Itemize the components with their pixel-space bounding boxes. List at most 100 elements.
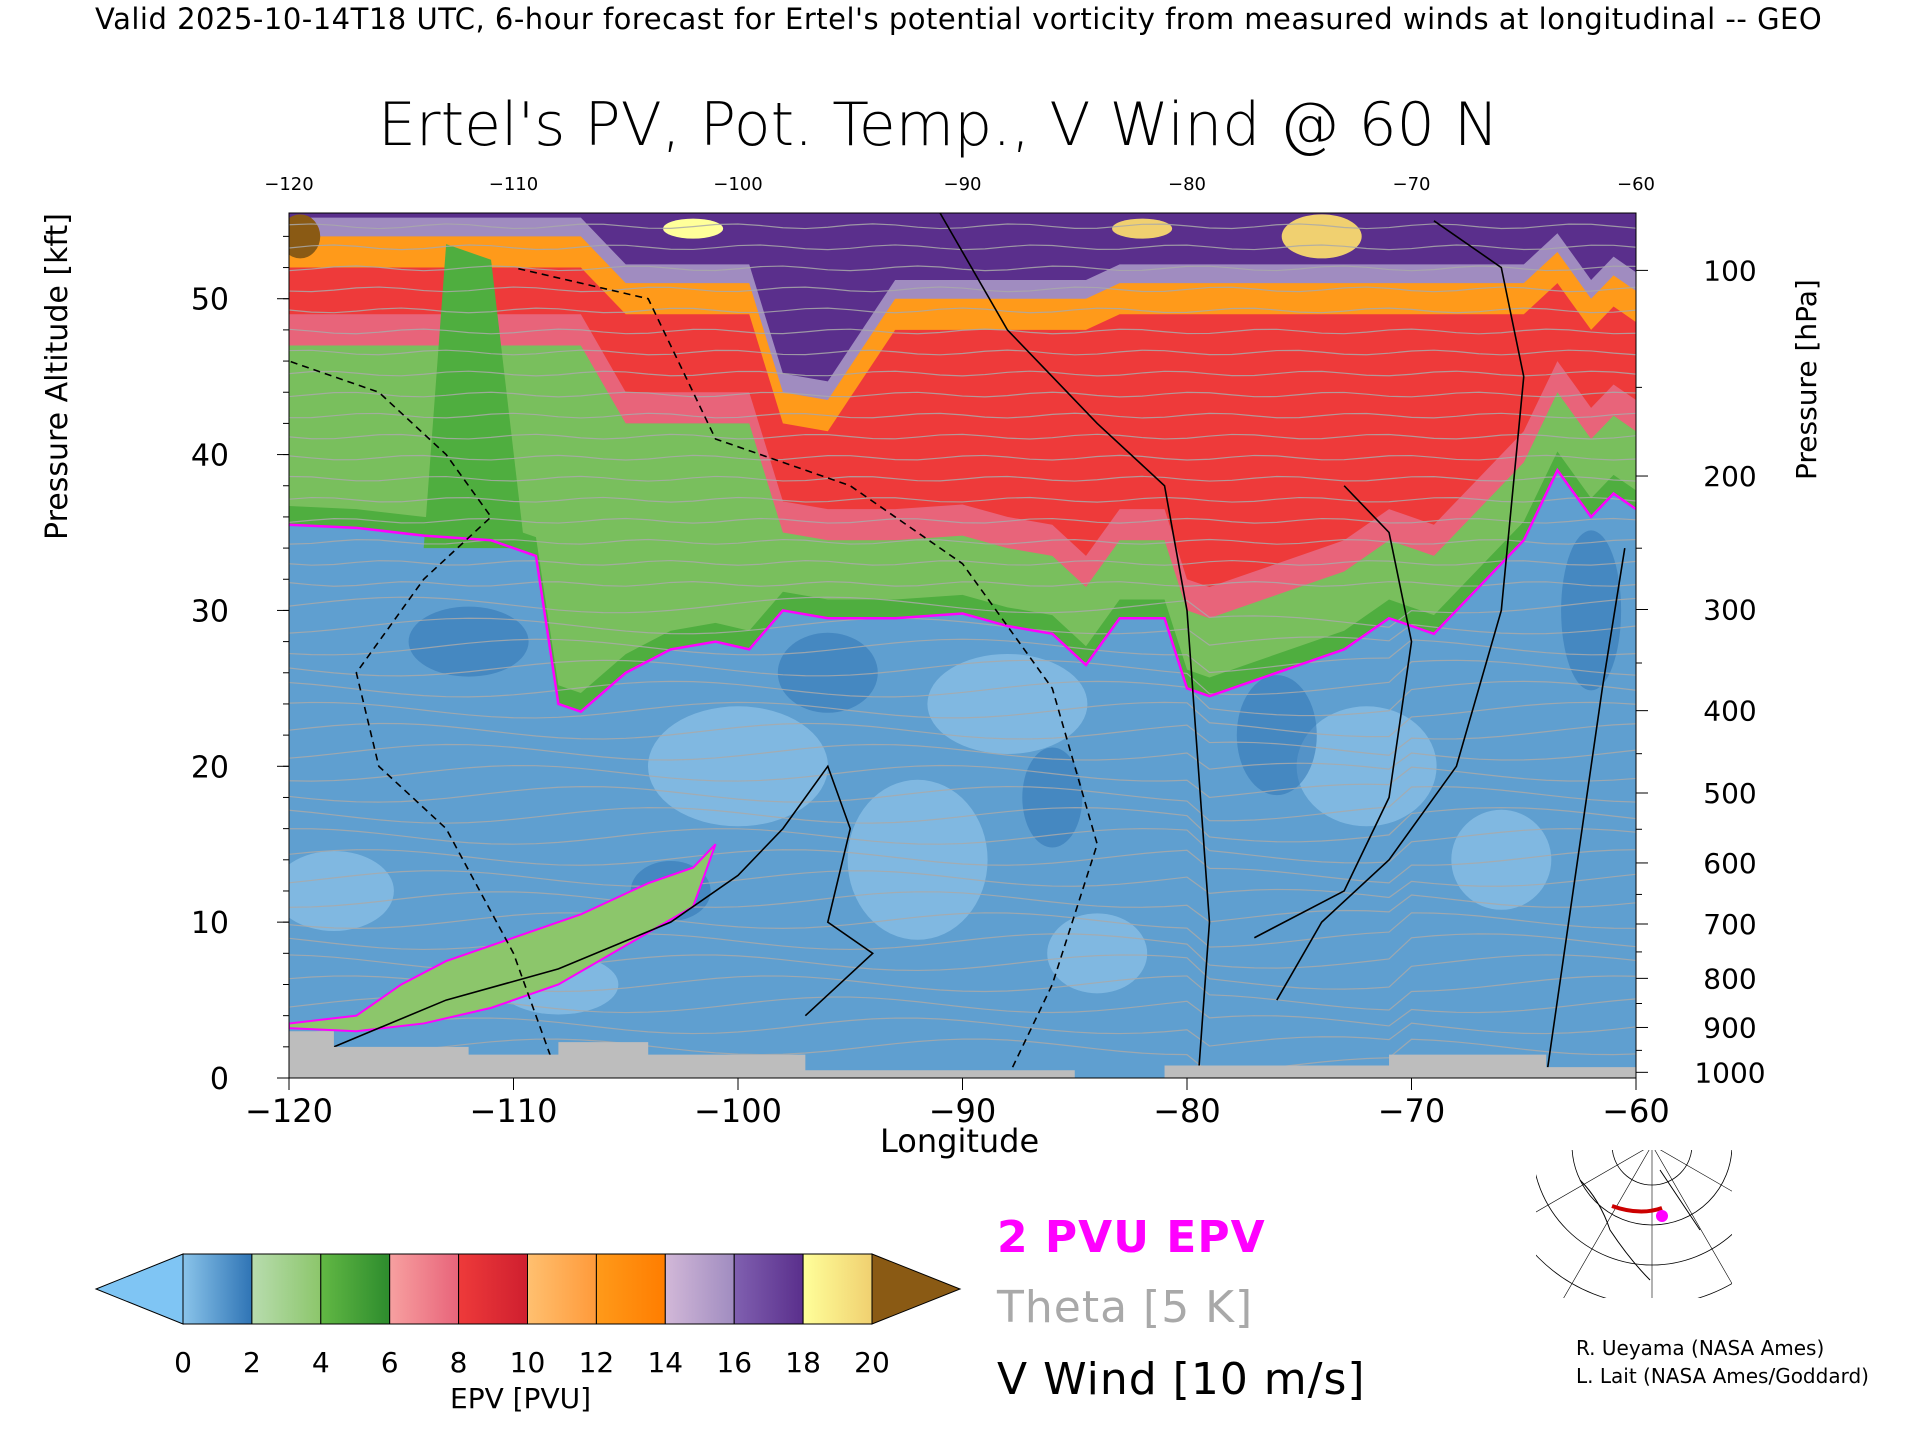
theta-line bbox=[289, 764, 1636, 799]
pressure-tick-label: 400 bbox=[1703, 695, 1756, 728]
light-pv-region bbox=[927, 653, 1088, 754]
v-wind-contours bbox=[289, 213, 1626, 1078]
legend-theta: Theta [5 K] bbox=[997, 1282, 1254, 1333]
pressure-tick-label: 500 bbox=[1703, 777, 1756, 810]
pv-column-green bbox=[423, 244, 525, 549]
theta-line bbox=[289, 307, 1636, 314]
map-meridian bbox=[1654, 1150, 1732, 1285]
map-location-marker bbox=[1656, 1210, 1668, 1222]
theta-line bbox=[289, 517, 1636, 524]
colorbar-segment bbox=[320, 1253, 391, 1325]
x-tick-label: −100 bbox=[694, 1092, 782, 1130]
light-pv-region bbox=[1451, 809, 1552, 910]
pressure-tick-label: 200 bbox=[1703, 460, 1756, 493]
theta-line bbox=[289, 412, 1636, 419]
x-tick-label: −110 bbox=[470, 1092, 558, 1130]
colorbar-segment bbox=[733, 1253, 804, 1325]
pressure-tick-label: 700 bbox=[1703, 908, 1756, 941]
theta-line bbox=[289, 265, 1636, 272]
pressure-tick-label: 100 bbox=[1703, 254, 1756, 287]
colorbar-segment bbox=[664, 1253, 735, 1325]
map-meridian bbox=[1536, 1150, 1644, 1213]
x-tick-label: −70 bbox=[1378, 1092, 1446, 1130]
theta-line bbox=[289, 286, 1636, 293]
colorbar-tick-label: 4 bbox=[312, 1346, 330, 1379]
colorbar-tick-label: 8 bbox=[450, 1346, 468, 1379]
x-tick-label-top: −120 bbox=[264, 174, 313, 195]
y-tick-label: 20 bbox=[191, 750, 229, 785]
theta-line bbox=[289, 580, 1636, 587]
theta-line bbox=[289, 370, 1636, 377]
theta-line bbox=[289, 659, 1636, 696]
theta-line bbox=[289, 433, 1636, 440]
x-tick-label-top: −80 bbox=[1168, 174, 1206, 195]
y-tick-label: 10 bbox=[191, 906, 229, 941]
theta-line bbox=[289, 454, 1636, 461]
pv-peak bbox=[663, 218, 724, 239]
pressure-tick-label: 1000 bbox=[1694, 1056, 1765, 1089]
colorbar-tick-label: 16 bbox=[716, 1346, 752, 1379]
theta-line bbox=[289, 1017, 1636, 1047]
colorbar-tick-label: 14 bbox=[647, 1346, 683, 1379]
theta-line bbox=[289, 328, 1636, 335]
dark-pv-region bbox=[1561, 530, 1622, 691]
epv-2pvu-contour bbox=[289, 467, 1636, 714]
x-axis-label: Longitude bbox=[880, 1122, 1040, 1160]
x-tick-label-top: −90 bbox=[944, 174, 982, 195]
v-wind-line bbox=[939, 213, 1211, 1078]
theta-line bbox=[289, 475, 1636, 482]
y-axis-label-left: Pressure Altitude [kft] bbox=[40, 213, 75, 540]
colorbar-tick-label: 2 bbox=[243, 1346, 261, 1379]
v-wind-line bbox=[1253, 485, 1413, 939]
theta-line bbox=[289, 244, 1636, 251]
map-meridian bbox=[1563, 1150, 1650, 1298]
theta-line bbox=[289, 559, 1636, 566]
colorbar-tick-label: 6 bbox=[381, 1346, 399, 1379]
colorbar-tick-label: 18 bbox=[785, 1346, 821, 1379]
theta-line bbox=[289, 680, 1636, 717]
colorbar-tick-label: 20 bbox=[854, 1346, 890, 1379]
theta-line bbox=[289, 223, 1636, 230]
theta-line bbox=[289, 743, 1636, 770]
colorbar-label: EPV [PVU] bbox=[450, 1382, 592, 1415]
pressure-tick-label: 800 bbox=[1703, 962, 1756, 995]
theta-line bbox=[289, 1038, 1636, 1074]
pressure-tick-label: 600 bbox=[1703, 847, 1756, 880]
v-wind-line bbox=[333, 764, 874, 1048]
legend-epv-2pvu: 2 PVU EPV bbox=[997, 1212, 1266, 1263]
theta-line bbox=[289, 870, 1636, 899]
location-map bbox=[1536, 1150, 1732, 1298]
colorbar-under-arrow bbox=[94, 1253, 184, 1325]
theta-line bbox=[289, 912, 1636, 948]
map-background bbox=[1536, 1150, 1732, 1298]
terrain bbox=[289, 1031, 1636, 1078]
pv-band-purple bbox=[289, 213, 1636, 382]
x-tick-label-top: −60 bbox=[1617, 174, 1655, 195]
colorbar-segment bbox=[458, 1253, 529, 1325]
y-axis-label-right: Pressure [hPa] bbox=[1790, 279, 1823, 480]
v-wind-line bbox=[1276, 220, 1525, 1001]
theta-line bbox=[289, 806, 1636, 843]
colorbar-segment bbox=[802, 1253, 873, 1325]
theta-line bbox=[289, 891, 1636, 923]
light-pv-region bbox=[1047, 913, 1148, 994]
credit-line-1: R. Ueyama (NASA Ames) bbox=[1576, 1336, 1825, 1360]
theta-line bbox=[289, 496, 1636, 503]
theta-line bbox=[289, 849, 1636, 884]
colorbar-tick-label: 0 bbox=[174, 1346, 192, 1379]
x-tick-label: −120 bbox=[245, 1092, 333, 1130]
theta-line bbox=[289, 785, 1636, 822]
dark-pv-region bbox=[408, 606, 529, 677]
colorbar-tick-label: 12 bbox=[579, 1346, 615, 1379]
y-tick-label: 50 bbox=[191, 283, 229, 318]
epv-filament bbox=[289, 843, 717, 1033]
pressure-tick-label: 900 bbox=[1703, 1011, 1756, 1044]
colorbar-tick-label: 10 bbox=[510, 1346, 546, 1379]
theta-line bbox=[289, 391, 1636, 398]
x-tick-label-top: −100 bbox=[713, 174, 762, 195]
x-tick-label-top: −110 bbox=[489, 174, 538, 195]
light-pv-region bbox=[648, 706, 828, 827]
theta-line bbox=[289, 828, 1636, 864]
colorbar-segment bbox=[527, 1253, 597, 1325]
